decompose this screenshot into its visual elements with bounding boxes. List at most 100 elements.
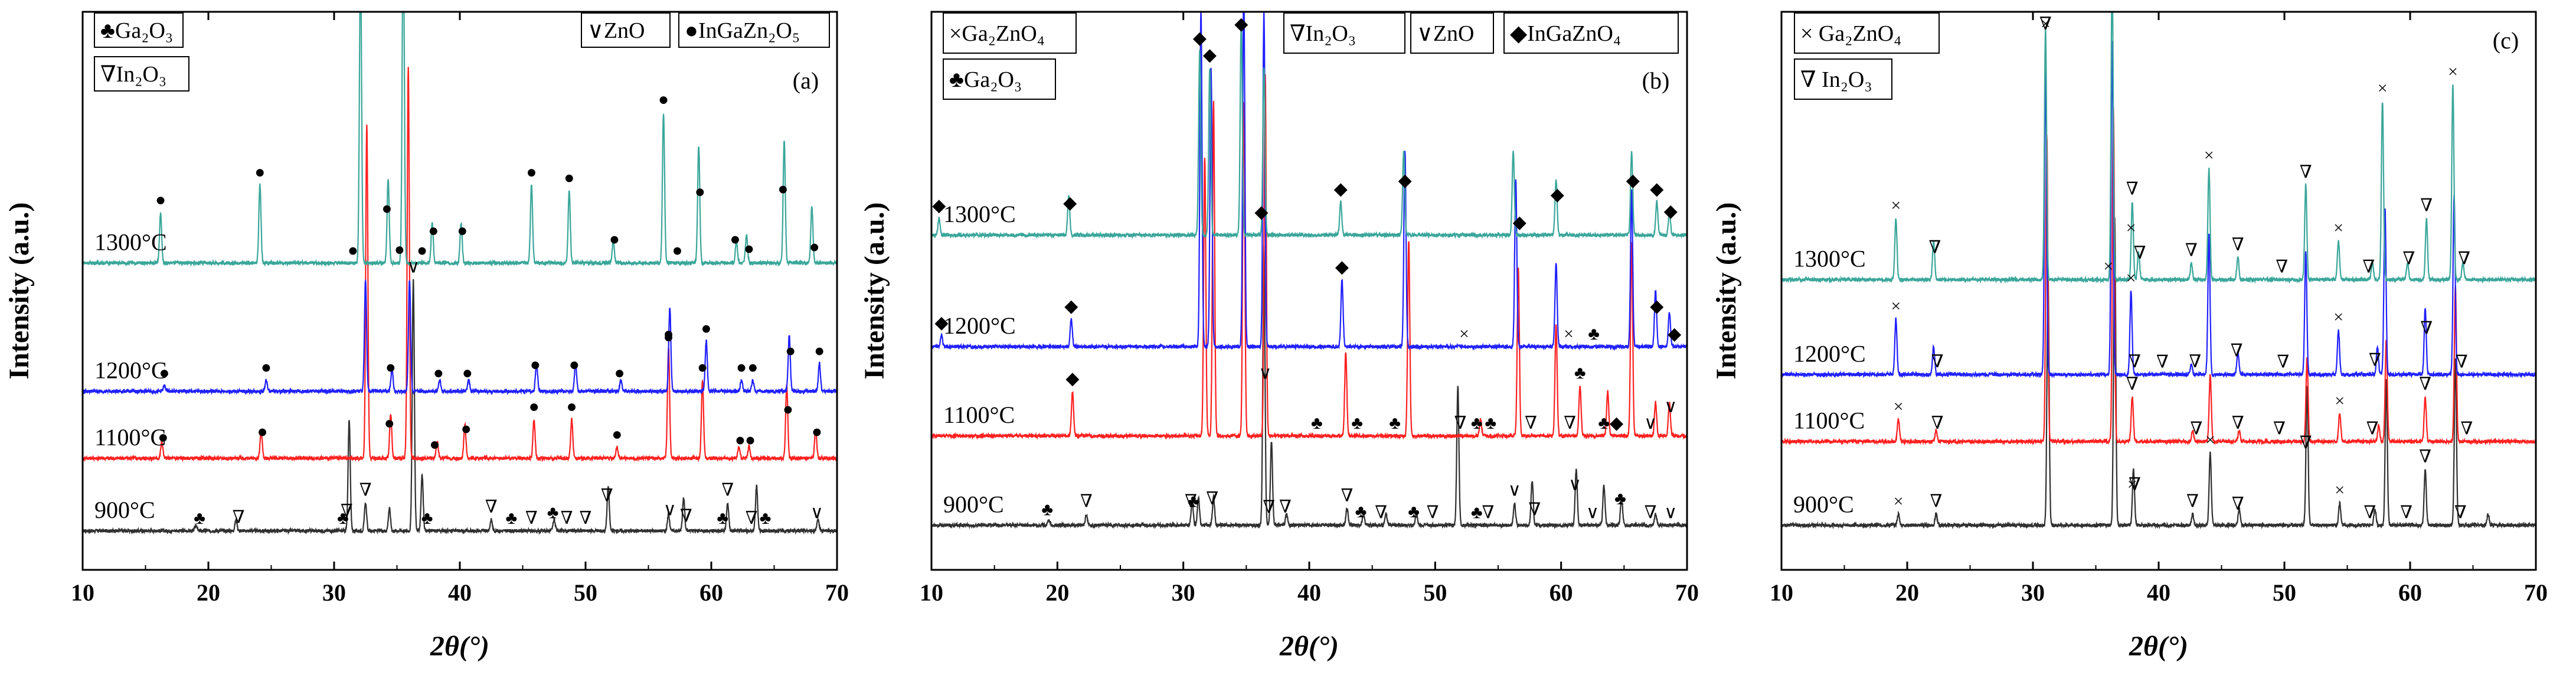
x-tick-label: 40 — [1297, 579, 1321, 606]
series-label: 1200°C — [943, 312, 1016, 339]
phase-marker: ● — [381, 198, 392, 218]
phase-marker: ∨ — [1664, 503, 1677, 522]
x-tick-label: 10 — [71, 579, 94, 606]
phase-marker: ♣ — [1355, 502, 1367, 521]
phase-marker: × — [2448, 62, 2458, 81]
phase-marker: ∇ — [341, 501, 353, 521]
phase-marker: ∇ — [2129, 475, 2141, 494]
phase-marker: ● — [745, 430, 756, 450]
phase-marker: ∇ — [1427, 503, 1439, 522]
phase-marker: ◆ — [932, 196, 946, 216]
phase-marker: ∇ — [1931, 352, 1944, 371]
phase-marker: ∇ — [680, 506, 692, 526]
phase-marker: ● — [159, 363, 169, 383]
phase-marker: ∇ — [2419, 374, 2431, 394]
phase-marker: × — [1891, 196, 1901, 216]
panel-tag: (b) — [1642, 67, 1670, 94]
legend-entry: ◆InGaZnO₄ — [1510, 21, 1621, 46]
panel-tag: (a) — [793, 67, 819, 94]
series-label: 1100°C — [1793, 407, 1865, 434]
trace-1300C — [931, 22, 1687, 239]
phase-marker: ∇ — [1185, 492, 1197, 511]
phase-marker: ● — [697, 358, 708, 377]
phase-marker: ∇ — [2189, 352, 2201, 371]
legend-entry: ∇ In₂O₃ — [1800, 67, 1872, 92]
phase-marker: ∨ — [1644, 413, 1657, 433]
phase-marker: ◆ — [1065, 369, 1079, 389]
phase-marker: ♣ — [1351, 413, 1363, 433]
legend-entry: ∇In₂O₃ — [100, 62, 166, 87]
phase-marker: ● — [785, 341, 796, 360]
trace-900C — [1781, 217, 2536, 530]
phase-marker: ∇ — [601, 486, 613, 505]
x-axis-label: 2θ(°) — [2129, 631, 2188, 662]
x-tick-label: 60 — [699, 579, 723, 606]
phase-marker: ∇ — [1482, 503, 1494, 522]
phase-marker: ◆ — [1193, 28, 1207, 48]
phase-marker: ∇ — [2126, 374, 2139, 394]
phase-marker: ● — [744, 239, 754, 258]
traces — [83, 12, 837, 535]
trace-1100C — [931, 74, 1687, 441]
panel-b: 900°C ♣ ∇ ∇♣ ∇∨∇ ∇∇♣ ∇ ♣ ∇ ♣∇∨∇∨∨♣∇ ∨1100°C◆♣ ♣ ♣ ∇ ♣ ♣… — [859, 11, 1699, 662]
trace-1200C — [83, 279, 837, 396]
phase-marker: ∇ — [746, 508, 758, 528]
phase-marker: ● — [814, 341, 825, 360]
phase-marker: ● — [462, 363, 473, 383]
phase-marker: ∨ — [663, 500, 676, 520]
phase-marker: ● — [428, 221, 439, 240]
legend-entry: ×Ga₂ZnO₄ — [949, 21, 1045, 46]
legend-entry: ♣Ga₂O₃ — [949, 67, 1022, 92]
series-label: 1200°C — [1793, 340, 1866, 367]
phase-marker: ♣ — [1408, 502, 1420, 521]
phase-marker: ♣ — [717, 508, 728, 528]
series-label: 1200°C — [94, 357, 167, 384]
legend-box — [678, 12, 830, 48]
trace-1100C — [83, 67, 837, 463]
phase-marker: × — [2204, 146, 2214, 165]
phase-marker: ∇ — [2190, 419, 2202, 439]
phase-marker: ♣ — [1574, 363, 1586, 383]
x-axis-label: 2θ(°) — [430, 631, 489, 662]
traces — [1781, 12, 2536, 530]
y-axis-label: Intensity (a.u.) — [1711, 202, 1742, 379]
phase-marker: ∇ — [1206, 489, 1218, 508]
phase-marker: ◆ — [1610, 413, 1623, 433]
x-axis-label: 2θ(°) — [1279, 631, 1339, 662]
series-label: 1300°C — [943, 201, 1016, 227]
phase-marker: ● — [569, 355, 580, 374]
phase-marker: ♣ — [1598, 413, 1610, 433]
phase-marker: ● — [609, 229, 620, 249]
phase-marker: ∇ — [2300, 433, 2312, 452]
plot-frame — [1780, 11, 2537, 571]
panel-c: 900°C × ∇×∇∇×∇∇×∇ ∇∇∇1100°C×∇∇∇ ∇ ∇×∇∇∇1200°C… — [1711, 11, 2548, 662]
x-tick-label: 40 — [2147, 579, 2170, 606]
phase-marker: ∇ — [2458, 249, 2470, 268]
x-tick-label: 50 — [2273, 579, 2296, 606]
phase-marker: ∇ — [1279, 497, 1292, 517]
phase-marker: ∇ — [2231, 341, 2243, 360]
phase-marker: ∇ — [2232, 494, 2244, 514]
phase-marker: ● — [529, 397, 540, 416]
phase-marker: ∇ — [2277, 352, 2289, 371]
phase-marker: ♣ — [1614, 489, 1626, 508]
phase-marker: ◆ — [935, 313, 949, 332]
phase-marker: ∨ — [1586, 503, 1599, 522]
series-label: 900°C — [1793, 491, 1854, 517]
phase-marker: × — [2335, 481, 2345, 500]
phase-marker: ∇ — [2232, 235, 2244, 255]
x-tick-label: 20 — [1895, 579, 1919, 606]
x-tick-label: 10 — [1770, 579, 1793, 606]
x-tick-label: 50 — [1423, 579, 1447, 606]
phase-marker: ♣ — [547, 503, 559, 522]
phase-marker: × — [2126, 218, 2136, 238]
x-tick-label: 30 — [1172, 579, 1195, 606]
phase-marker: ◆ — [1398, 171, 1412, 190]
phase-marker: ∇ — [2185, 240, 2198, 260]
panel-a: 900°C ♣ ∇ ♣∇∇∨♣∇♣ ∇ ♣ ∇ ∇∇∨ ∇ ♣∇∇ ♣ ∨1100°C● ● ●●●● ●●… — [4, 11, 849, 662]
x-tick-label: 30 — [322, 579, 346, 606]
phase-marker: ∇ — [1931, 413, 1944, 433]
phase-marker: ● — [747, 358, 758, 377]
phase-marker: ● — [457, 221, 468, 240]
